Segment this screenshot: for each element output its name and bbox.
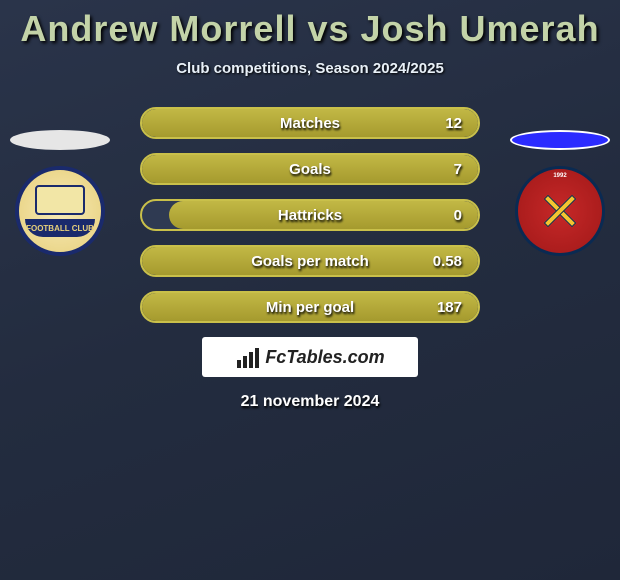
bar-value: 187 bbox=[437, 299, 462, 316]
stat-bar-hattricks: Hattricks 0 bbox=[140, 199, 480, 231]
bar-value: 0.58 bbox=[433, 253, 462, 270]
bar-label: Goals bbox=[142, 161, 478, 178]
crest-ring-text: 1992 bbox=[553, 173, 566, 179]
bar-label: Hattricks bbox=[142, 207, 478, 224]
left-club-column: FOOTBALL CLUB bbox=[10, 130, 110, 256]
stat-bar-goals-per-match: Goals per match 0.58 bbox=[140, 245, 480, 277]
crossed-hammers-icon bbox=[540, 191, 580, 231]
generation-date: 21 november 2024 bbox=[0, 393, 620, 411]
comparison-bars: Matches 12 Goals 7 Hattricks 0 Goals per… bbox=[140, 107, 480, 323]
stat-bar-goals: Goals 7 bbox=[140, 153, 480, 185]
branding-text: FcTables.com bbox=[265, 347, 384, 368]
bar-label: Min per goal bbox=[142, 299, 478, 316]
bar-value: 12 bbox=[445, 115, 462, 132]
left-club-crest: FOOTBALL CLUB bbox=[15, 166, 105, 256]
bar-label: Goals per match bbox=[142, 253, 478, 270]
crest-ribbon: FOOTBALL CLUB bbox=[25, 219, 95, 237]
comparison-title: Andrew Morrell vs Josh Umerah bbox=[0, 0, 620, 50]
right-ellipse-icon bbox=[510, 130, 610, 150]
bar-label: Matches bbox=[142, 115, 478, 132]
bar-value: 7 bbox=[454, 161, 462, 178]
right-club-crest: 1992 bbox=[515, 166, 605, 256]
branding-badge[interactable]: FcTables.com bbox=[202, 337, 418, 377]
crest-shield-icon bbox=[35, 185, 85, 215]
stat-bar-matches: Matches 12 bbox=[140, 107, 480, 139]
comparison-subtitle: Club competitions, Season 2024/2025 bbox=[0, 60, 620, 77]
right-club-column: 1992 bbox=[510, 130, 610, 256]
chart-bars-icon bbox=[235, 346, 259, 368]
stat-bar-min-per-goal: Min per goal 187 bbox=[140, 291, 480, 323]
left-ellipse-icon bbox=[10, 130, 110, 150]
bar-value: 0 bbox=[454, 207, 462, 224]
